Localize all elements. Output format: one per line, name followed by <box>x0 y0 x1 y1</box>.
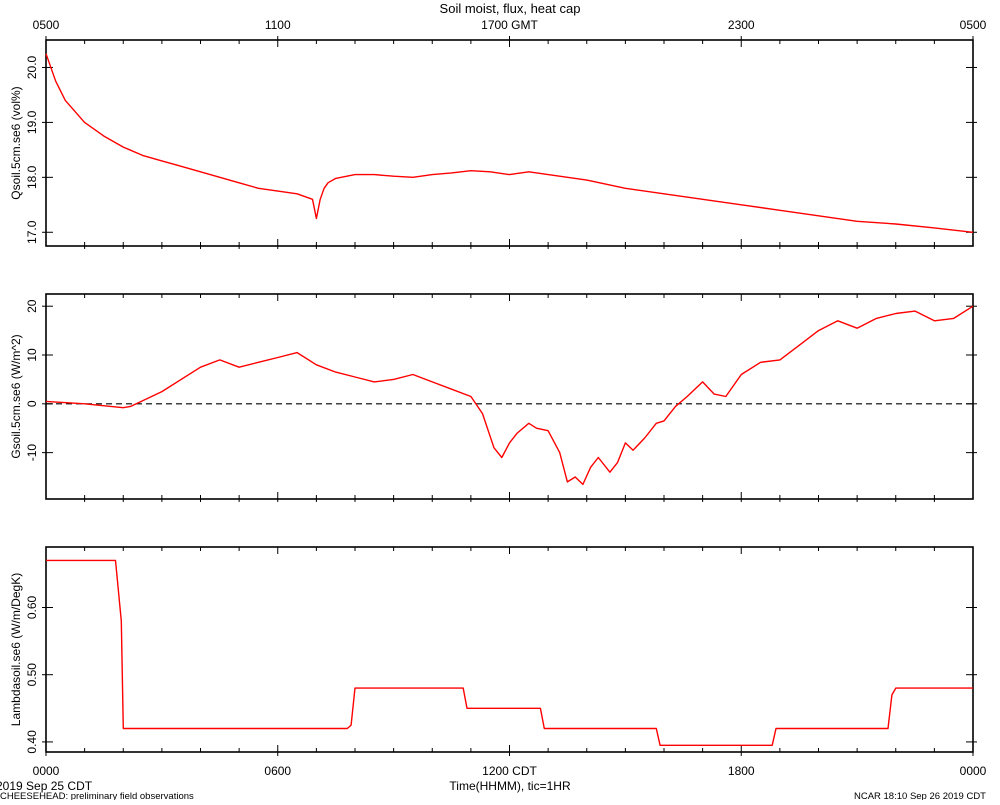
bottom-axis-tick-label: 1800 <box>728 764 755 778</box>
y-tick-label: 10 <box>25 348 39 362</box>
y-tick-label: -10 <box>25 444 39 462</box>
top-axis-tick-label: 0500 <box>960 18 987 32</box>
plot-frame <box>45 546 974 753</box>
y-axis-label: Lambdasoil.se6 (W/m/DegK) <box>9 573 23 726</box>
y-tick-label: 0.50 <box>25 663 39 687</box>
top-axis-tick-label: 0500 <box>33 18 60 32</box>
y-tick-label: 0 <box>25 400 39 407</box>
y-tick-label: 20.0 <box>25 55 39 79</box>
footer-left: CHEESEHEAD: preliminary field observatio… <box>0 791 194 800</box>
series-line-3 <box>46 559 973 746</box>
y-tick-label: 0.60 <box>25 595 39 619</box>
x-axis-label: Time(HHMM), tic=1HR <box>449 779 571 793</box>
panel-2: -10 0 10 20 Gsoil.5cm.se6 (W/m^2) <box>9 293 977 502</box>
series-line-2 <box>45 305 974 486</box>
y-axis-label: Gsoil.5cm.se6 (W/m^2) <box>9 334 23 458</box>
footer-right: NCAR 18:10 Sep 26 2019 CDT <box>854 791 986 800</box>
bottom-axis-tick-label: 0000 <box>960 764 987 778</box>
y-tick-label: 17.0 <box>25 220 39 244</box>
top-axis-tick-label: 2300 <box>728 18 755 32</box>
top-axis-tick-label: 1700 GMT <box>481 18 538 32</box>
y-tick-label: 20 <box>25 299 39 313</box>
bottom-axis-tick-label: 1200 CDT <box>482 764 537 778</box>
y-tick-label: 19.0 <box>25 110 39 134</box>
bottom-axis-tick-label: 0600 <box>264 764 291 778</box>
plot-frame <box>45 293 974 500</box>
top-axis-tick-label: 1100 <box>265 18 291 32</box>
bottom-axis-tick-label: 0000 <box>33 764 60 778</box>
y-tick-label: 0.40 <box>25 730 39 754</box>
start-date-label: 2019 Sep 25 CDT <box>0 779 93 793</box>
series-line-1 <box>45 53 974 233</box>
plot-frame <box>45 39 974 247</box>
chart-title: Soil moist, flux, heat cap <box>440 1 581 16</box>
y-tick-label: 18.0 <box>25 165 39 189</box>
y-axis-label: Qsoil.5cm.se6 (vol%) <box>9 86 23 199</box>
